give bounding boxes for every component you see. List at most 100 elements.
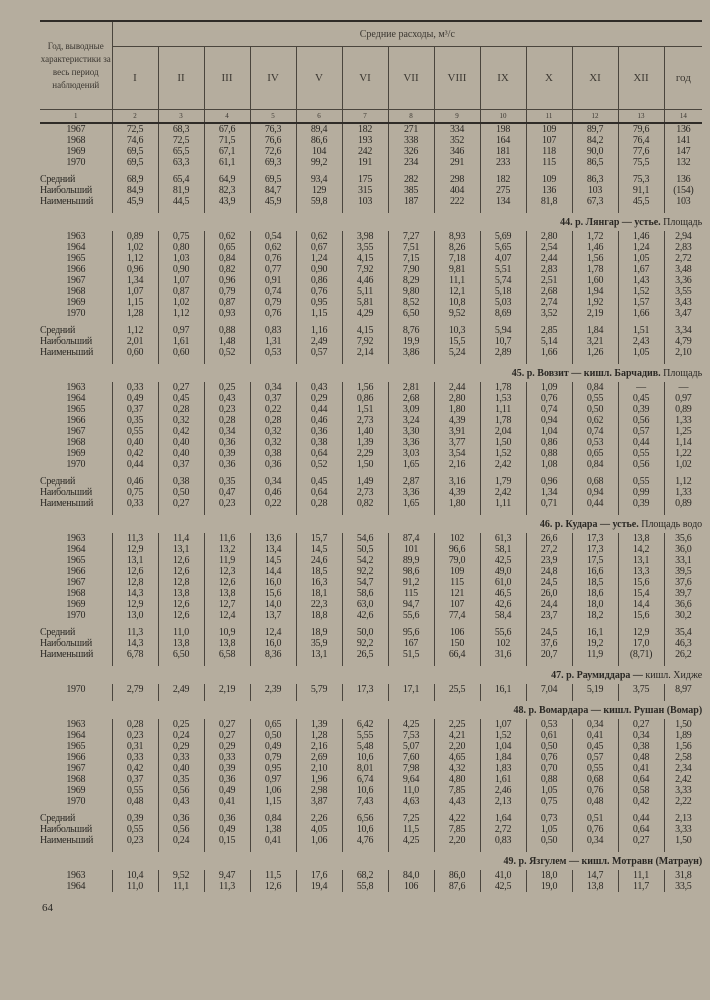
value-cell: 0,36 xyxy=(295,426,342,437)
value-cell: 4,76 xyxy=(341,835,388,846)
spacer-cell xyxy=(157,621,204,627)
value-cell: 7,60 xyxy=(387,752,434,763)
value-cell: 4,65 xyxy=(433,752,480,763)
group-header: Средние расходы, м³/с xyxy=(111,21,703,47)
value-cell: 13,8 xyxy=(157,588,204,599)
stat-label: Наибольший xyxy=(40,638,92,649)
value-cell: 115 xyxy=(387,588,434,599)
value-cell: 2,42 xyxy=(479,487,526,498)
value-cell: 0,50 xyxy=(525,741,572,752)
spacer-cell xyxy=(433,358,480,364)
stat-row: Наименьший 0,60 0,60 0,52 0,53 0,57 2,14 3,86 5,… xyxy=(40,347,703,358)
value-cell: 0,55 xyxy=(617,476,664,487)
value-cell: 16,3 xyxy=(295,577,342,588)
value-cell: 0,36 xyxy=(203,459,250,470)
value-cell: 0,76 xyxy=(249,253,296,264)
value-cell: 11,0 xyxy=(387,785,434,796)
value-cell: 0,36 xyxy=(203,774,250,785)
value-cell: 64,9 xyxy=(203,174,250,185)
value-cell: 17,5 xyxy=(571,555,618,566)
value-cell: 0,55 xyxy=(111,824,158,835)
stat-row: Средний 68,9 65,4 64,9 69,5 93,4 175 282 298 182 1… xyxy=(40,174,703,185)
value-cell: 3,09 xyxy=(387,404,434,415)
value-cell: 1,96 xyxy=(295,774,342,785)
year-label: 1963 xyxy=(66,719,86,730)
value-cell: 0,38 xyxy=(295,437,342,448)
value-cell: 12,6 xyxy=(157,610,204,621)
spacer-cell xyxy=(663,319,703,325)
value-cell: 76,4 xyxy=(617,135,664,146)
stat-label: Средний xyxy=(40,174,76,185)
table-header: Год, выводные характеристики за весь пер… xyxy=(40,21,703,124)
spacer-cell xyxy=(203,319,250,325)
spacer-cell xyxy=(617,846,664,852)
value-cell: 0,49 xyxy=(203,824,250,835)
spacer-cell xyxy=(387,621,434,627)
value-cell: 1,56 xyxy=(663,741,703,752)
value-cell: 3,33 xyxy=(663,785,703,796)
value-cell: 58,4 xyxy=(479,610,526,621)
year-row: 1968 14,3 13,8 13,8 15,6 18,1 58,6 115 121 46,5 26… xyxy=(40,588,703,599)
value-cell: 46,3 xyxy=(663,638,703,649)
section-title: 48. р. Вомардара — кишл. Рушан (Вомар) xyxy=(40,701,703,719)
value-cell: 14,3 xyxy=(111,638,158,649)
value-cell: 0,55 xyxy=(617,448,664,459)
value-cell: 49,0 xyxy=(479,566,526,577)
value-cell: 0,97 xyxy=(157,325,204,336)
spacer-cell xyxy=(203,695,250,701)
value-cell: 1,50 xyxy=(479,437,526,448)
spacer-cell xyxy=(387,168,434,174)
value-cell: 1,06 xyxy=(249,785,296,796)
value-cell: 9,81 xyxy=(433,264,480,275)
value-cell: 0,44 xyxy=(571,498,618,509)
value-cell: 2,68 xyxy=(387,393,434,404)
value-cell: 0,91 xyxy=(249,275,296,286)
value-cell: 104 xyxy=(295,146,342,157)
value-cell: 0,31 xyxy=(111,741,158,752)
value-cell: 1,61 xyxy=(479,774,526,785)
value-cell: 3,77 xyxy=(433,437,480,448)
value-cell: 50,0 xyxy=(341,627,388,638)
value-cell: 0,45 xyxy=(571,741,618,752)
value-cell: 1,07 xyxy=(157,275,204,286)
value-cell: 90,0 xyxy=(571,146,618,157)
value-cell: 24,8 xyxy=(525,566,572,577)
year-label: 1970 xyxy=(66,459,86,470)
year-row: 1967 0,42 0,40 0,39 0,95 2,10 8,01 7,98 4,32 1,83… xyxy=(40,763,703,774)
value-cell: 1,12 xyxy=(663,476,703,487)
value-cell: 1,04 xyxy=(479,741,526,752)
value-cell: 31,6 xyxy=(479,649,526,660)
value-cell: 1,52 xyxy=(479,730,526,741)
year-row: 1963 11,3 11,4 11,6 13,6 15,7 54,6 87,4 102 61,3 2… xyxy=(40,533,703,544)
month-header: VII xyxy=(387,46,434,110)
spacer-cell xyxy=(157,846,204,852)
value-cell: 0,40 xyxy=(157,763,204,774)
value-cell: 14,2 xyxy=(617,544,664,555)
value-cell: 18,0 xyxy=(571,599,618,610)
value-cell: 282 xyxy=(387,174,434,185)
value-cell: 0,33 xyxy=(111,382,158,393)
value-cell: 291 xyxy=(433,157,480,168)
year-row: 1968 0,40 0,40 0,36 0,32 0,38 1,39 3,36 3,77 1,50… xyxy=(40,437,703,448)
value-cell: 0,89 xyxy=(663,404,703,415)
value-cell: 0,65 xyxy=(571,448,618,459)
stat-label: Средний xyxy=(40,627,76,638)
value-cell: 1,08 xyxy=(525,459,572,470)
value-cell: 4,32 xyxy=(433,763,480,774)
value-cell: 55,6 xyxy=(387,610,434,621)
spacer-cell xyxy=(571,470,618,476)
spacer-cell xyxy=(617,695,664,701)
spacer-cell xyxy=(479,660,526,666)
value-cell: 11,3 xyxy=(111,533,158,544)
column-number: 11 xyxy=(525,109,572,124)
value-cell: 2,44 xyxy=(433,382,480,393)
value-cell: 0,41 xyxy=(203,796,250,807)
value-cell: 193 xyxy=(341,135,388,146)
year-label: 1967 xyxy=(66,763,86,774)
value-cell: 1,15 xyxy=(295,308,342,319)
spacer-cell xyxy=(111,470,158,476)
value-cell: 1,11 xyxy=(479,404,526,415)
month-header: VIII xyxy=(433,46,480,110)
value-cell: 0,49 xyxy=(249,741,296,752)
value-cell: 134 xyxy=(479,196,526,207)
